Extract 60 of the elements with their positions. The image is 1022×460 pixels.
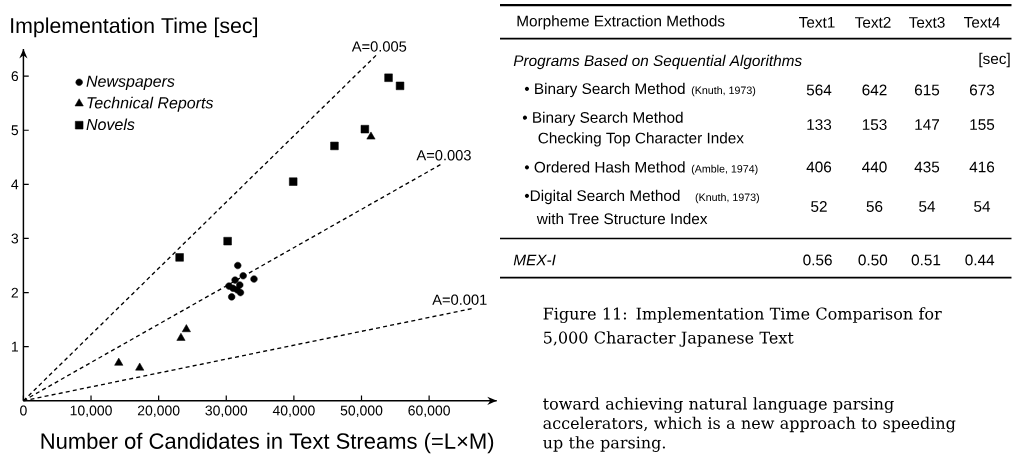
text: 416 <box>969 161 995 173</box>
y-tick-label: 3 <box>11 233 19 244</box>
x-tick-label: 40,000 <box>272 405 315 418</box>
text: Text1 <box>799 17 835 28</box>
text: 406 <box>806 161 832 173</box>
text: MEX-I <box>513 254 556 266</box>
y-tick-label: 2 <box>11 287 18 298</box>
text: 56 <box>866 201 883 212</box>
text: with Tree Structure Index <box>536 212 708 225</box>
text: 440 <box>862 161 887 173</box>
text: 642 <box>862 84 887 96</box>
text: toward achieving natural language parsing accelerators, which is a new approach to speeding up the parsing. <box>543 397 956 452</box>
y-axis-title: Implementation Time [sec] <box>11 17 258 38</box>
text: Checking Top Character Index <box>538 132 744 147</box>
text: 564 <box>806 84 832 96</box>
x-tick-label: 60,000 <box>408 405 450 418</box>
text: (Knuth, 1973) <box>691 86 756 97</box>
text: 133 <box>807 119 832 131</box>
text: Morpheme Extraction Methods <box>517 15 725 30</box>
text: Text4 <box>964 17 1000 28</box>
y-tick-label: 1 <box>11 341 18 352</box>
text: 615 <box>914 84 940 96</box>
text: • Binary Search Method <box>522 111 683 126</box>
series-label: A=0.003 <box>416 150 471 161</box>
text: 155 <box>970 119 995 130</box>
text: Text3 <box>909 16 945 28</box>
text: 147 <box>915 119 940 130</box>
series-label: A=0.001 <box>432 294 487 305</box>
text: 153 <box>862 119 887 131</box>
text: 54 <box>974 201 991 212</box>
y-tick-label: 5 <box>11 125 19 136</box>
text: 52 <box>811 201 827 212</box>
text: •Digital Search Method <box>524 189 680 205</box>
y-tick-label: 6 <box>11 71 19 82</box>
text: 0.56 <box>803 254 832 266</box>
legend-label: Newspapers <box>86 75 175 91</box>
caption: Figure 11: Implementation Time Comparison for 5,000 Character Japanese Text <box>543 307 942 347</box>
x-tick-label: 30,000 <box>205 405 248 418</box>
text: 0.50 <box>858 254 888 266</box>
series-label: A=0.005 <box>351 41 407 52</box>
text: 54 <box>919 201 936 212</box>
text: Programs Based on Sequential Algorithms <box>513 54 802 70</box>
text: • Ordered Hash Method <box>524 161 685 173</box>
text: 0.51 <box>911 254 941 266</box>
x-tick-label: 50,000 <box>340 405 383 418</box>
x-tick-label: 20,000 <box>137 405 180 418</box>
text: 435 <box>914 161 940 173</box>
legend-label: Novels <box>86 118 135 131</box>
text: • Binary Search Method <box>524 82 685 98</box>
text: 673 <box>969 84 995 96</box>
text: (Amble, 1974) <box>691 164 758 175</box>
y-tick-label: 4 <box>11 179 19 190</box>
legend-label: Technical Reports <box>87 96 214 112</box>
x-tick-label: 0 <box>20 405 27 416</box>
x-axis-title: Number of Candidates in Text Streams (=L×M) <box>41 432 494 454</box>
text: 0.44 <box>965 254 995 266</box>
text: Text2 <box>855 16 891 28</box>
x-tick-label: 10,000 <box>70 405 112 418</box>
text: [sec] <box>979 52 1010 68</box>
text: (Knuth, 1973) <box>695 193 759 204</box>
